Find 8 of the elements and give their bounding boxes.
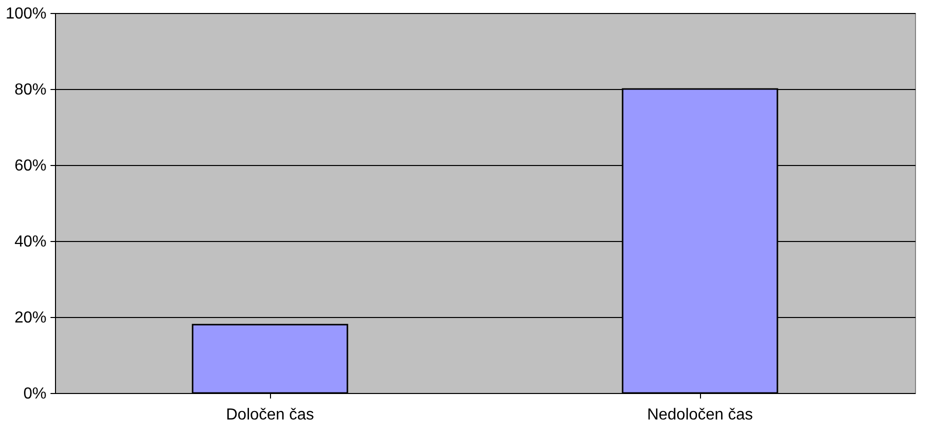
y-tick-label: 100% <box>6 6 46 22</box>
y-tick-label: 20% <box>14 310 46 326</box>
y-tick-label: 40% <box>14 234 46 250</box>
x-tick-label: Določen čas <box>226 406 314 424</box>
y-tick-label: 0% <box>23 386 46 402</box>
y-tick-label: 80% <box>14 82 46 98</box>
y-tick-label: 60% <box>14 158 46 174</box>
x-tick-label: Nedoločen čas <box>647 406 753 424</box>
